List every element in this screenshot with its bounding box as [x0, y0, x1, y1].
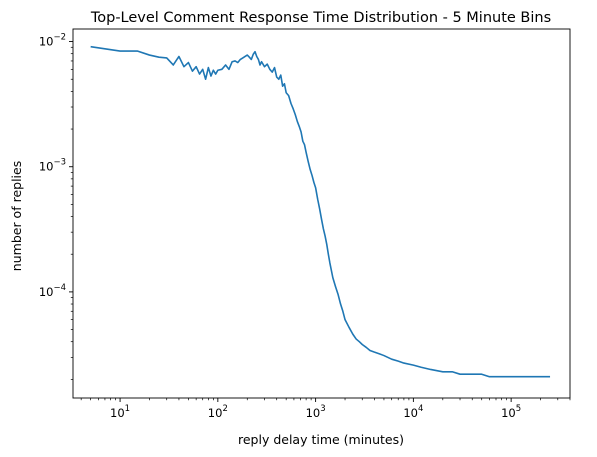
chart-title: Top-Level Comment Response Time Distribu… — [90, 10, 551, 26]
y-axis-label: number of replies — [9, 161, 24, 271]
x-axis-label: reply delay time (minutes) — [238, 432, 404, 447]
